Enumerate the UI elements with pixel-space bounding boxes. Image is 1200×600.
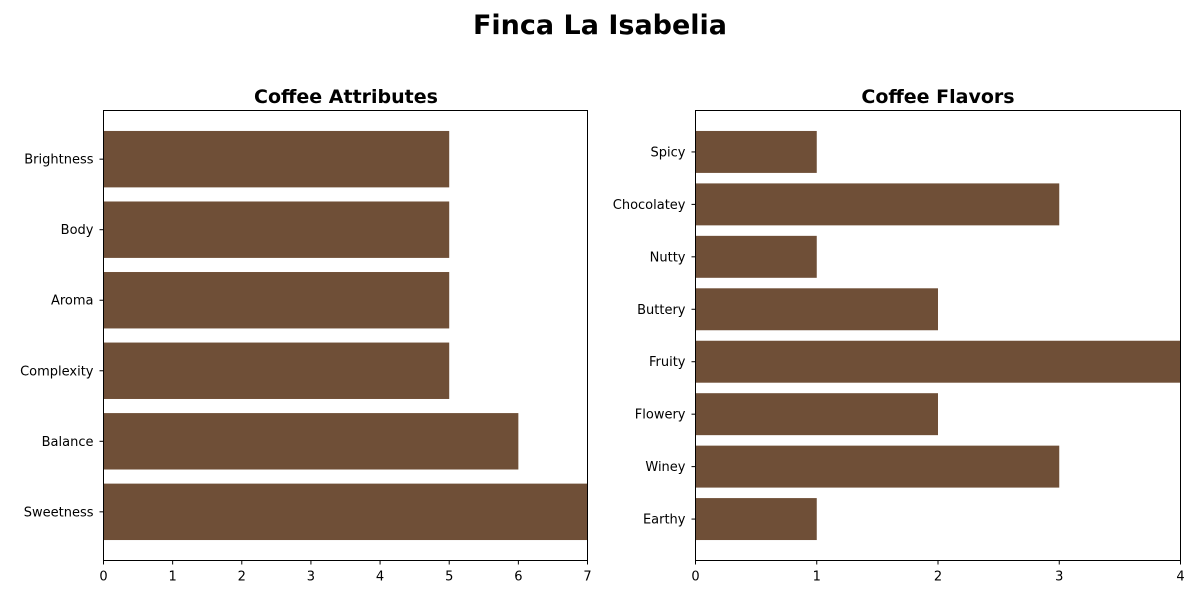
attributes-x-axis: 0 1 2 3 4 5 6 7: [99, 560, 592, 585]
flavors-bar-chocolatey: [695, 183, 1060, 226]
flavors-bar-winey: [695, 445, 1060, 488]
attributes-y-tick-label-balance: Balance: [42, 435, 94, 450]
attributes-bar-brightness: [103, 130, 450, 188]
flavors-y-tick-label-winey: Winey: [645, 460, 685, 475]
attributes-x-tick-label: 6: [514, 570, 522, 585]
flavors-chart: Coffee Flavors Earthy Winey Flowery Fruity B…: [613, 86, 1185, 585]
flavors-x-tick-label: 0: [691, 570, 699, 585]
flavors-y-tick-label-chocolatey: Chocolatey: [613, 198, 686, 213]
attributes-x-tick-label: 7: [583, 570, 591, 585]
attributes-x-tick-label: 2: [238, 570, 246, 585]
attributes-x-tick-label: 1: [169, 570, 177, 585]
flavors-bar-earthy: [695, 498, 817, 541]
attributes-bar-balance: [103, 413, 519, 470]
attributes-y-tick-label-brightness: Brightness: [24, 153, 93, 168]
attributes-bar-body: [103, 201, 450, 258]
flavors-y-tick-label-flowery: Flowery: [635, 408, 686, 423]
attributes-bars: [103, 130, 588, 541]
attributes-y-axis: Sweetness Balance Complexity Aroma Body Brigh…: [20, 153, 104, 520]
flavors-chart-title: Coffee Flavors: [861, 86, 1014, 108]
flavors-x-axis: 0 1 2 3 4: [691, 560, 1185, 585]
attributes-y-tick-label-body: Body: [61, 223, 94, 238]
flavors-plot-frame: [695, 110, 1181, 561]
flavors-x-tick-label: 4: [1176, 570, 1184, 585]
attributes-bar-sweetness: [103, 483, 588, 541]
flavors-y-tick-label-spicy: Spicy: [651, 145, 686, 160]
figure-title: Finca La Isabelia: [473, 10, 727, 41]
flavors-x-tick-label: 3: [1055, 570, 1063, 585]
attributes-y-tick-label-complexity: Complexity: [20, 364, 94, 379]
attributes-x-tick-label: 5: [445, 570, 453, 585]
flavors-x-tick-label: 2: [934, 570, 942, 585]
flavors-y-tick-label-buttery: Buttery: [637, 303, 686, 318]
attributes-chart-title: Coffee Attributes: [254, 86, 438, 108]
flavors-y-tick-label-earthy: Earthy: [643, 513, 686, 528]
flavors-bars: [695, 130, 1181, 541]
flavors-y-axis: Earthy Winey Flowery Fruity Buttery Nutty Choc…: [613, 145, 696, 528]
attributes-y-tick-label-aroma: Aroma: [51, 294, 94, 309]
attributes-x-tick-label: 4: [376, 570, 384, 585]
flavors-bar-buttery: [695, 288, 938, 331]
attributes-y-tick-label-sweetness: Sweetness: [24, 505, 94, 520]
attributes-x-tick-label: 0: [99, 570, 107, 585]
flavors-y-tick-label-fruity: Fruity: [649, 355, 686, 370]
attributes-plot-frame: [103, 110, 588, 561]
flavors-bar-nutty: [695, 235, 817, 278]
attributes-bar-aroma: [103, 272, 450, 329]
attributes-x-tick-label: 3: [307, 570, 315, 585]
flavors-bar-flowery: [695, 393, 938, 436]
flavors-y-tick-label-nutty: Nutty: [650, 250, 686, 265]
attributes-chart: Coffee Attributes Sweetness Balance Comple…: [20, 86, 592, 585]
attributes-bar-complexity: [103, 342, 450, 399]
flavors-bar-fruity: [695, 340, 1181, 383]
flavors-x-tick-label: 1: [813, 570, 821, 585]
flavors-bar-spicy: [695, 130, 817, 173]
